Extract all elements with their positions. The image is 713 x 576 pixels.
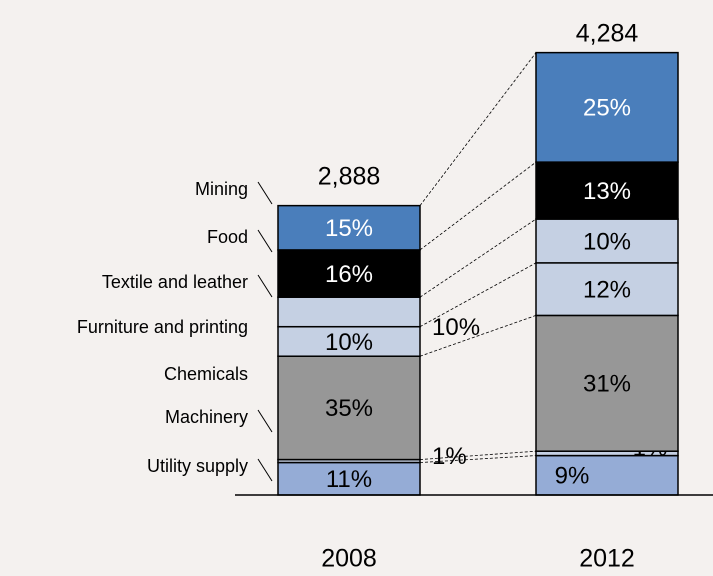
category-label: Textile and leather [102, 272, 248, 292]
segment-label: 10% [432, 314, 480, 341]
x-tick-label: 2008 [321, 545, 377, 573]
segment-label: 15% [325, 215, 373, 242]
segment-label: 10% [583, 228, 631, 255]
category-label: Utility supply [147, 456, 248, 476]
connector [419, 161, 537, 251]
category-label: Furniture and printing [77, 317, 248, 337]
segment-label: 13% [583, 178, 631, 205]
connector [419, 262, 537, 328]
segment-label: 9% [555, 463, 590, 490]
connector [419, 455, 537, 463]
category-label: Mining [195, 179, 248, 199]
segment-label: 25% [583, 95, 631, 122]
total-label: 4,284 [576, 20, 639, 48]
connector [419, 52, 537, 206]
total-label: 2,888 [318, 162, 381, 190]
connector [419, 218, 537, 298]
category-label: Machinery [165, 407, 248, 427]
segment-label: 35% [325, 395, 373, 422]
bar-segment [535, 262, 679, 317]
bar-segment [535, 218, 679, 264]
segment-label: 11% [326, 466, 372, 493]
bar-segment [277, 325, 421, 357]
connector [419, 315, 537, 357]
leader-line [257, 458, 273, 482]
connector [419, 450, 537, 460]
category-label: Chemicals [164, 364, 248, 384]
bar-segment [277, 296, 421, 328]
leader-line [257, 229, 273, 253]
leader-line [257, 409, 273, 433]
bar-segment [535, 314, 679, 452]
segment-label: 31% [583, 371, 631, 398]
segment-label: 16% [325, 261, 373, 288]
x-tick-label: 2012 [579, 545, 635, 573]
bar-segment [277, 204, 421, 251]
bar-segment [277, 355, 421, 461]
segment-label: 10% [325, 329, 373, 356]
bar-segment [535, 51, 679, 163]
bar-segment [277, 461, 421, 496]
category-label: Food [207, 227, 248, 247]
leader-line [257, 181, 273, 205]
leader-line [257, 274, 273, 298]
segment-label: 12% [583, 276, 631, 303]
